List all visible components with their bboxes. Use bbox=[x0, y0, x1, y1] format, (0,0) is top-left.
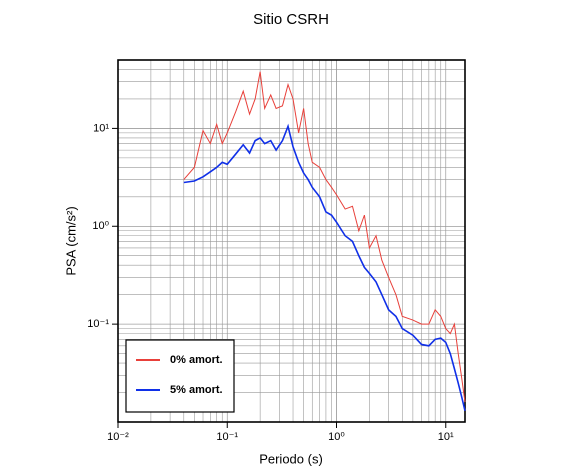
y-tick-label: 10⁻¹ bbox=[87, 318, 109, 330]
legend-box bbox=[125, 339, 235, 413]
plot-frame bbox=[117, 59, 466, 423]
legend-label: 5% amort. bbox=[170, 384, 223, 396]
series-line bbox=[183, 123, 466, 412]
x-tick-label: 10¹ bbox=[438, 431, 454, 443]
chart-title: Sitio CSRH bbox=[253, 11, 329, 28]
y-axis-label: PSA (cm/s²) bbox=[63, 206, 78, 275]
x-tick-label: 10⁰ bbox=[328, 431, 345, 443]
y-tick-label: 10⁰ bbox=[92, 220, 109, 232]
x-tick-label: 10⁻¹ bbox=[216, 431, 238, 443]
x-tick-label: 10⁻² bbox=[107, 431, 129, 443]
x-axis-label: Periodo (s) bbox=[259, 451, 323, 466]
legend-label: 0% amort. bbox=[170, 354, 223, 366]
series-line bbox=[183, 71, 466, 403]
y-tick-label: 10¹ bbox=[93, 122, 109, 134]
